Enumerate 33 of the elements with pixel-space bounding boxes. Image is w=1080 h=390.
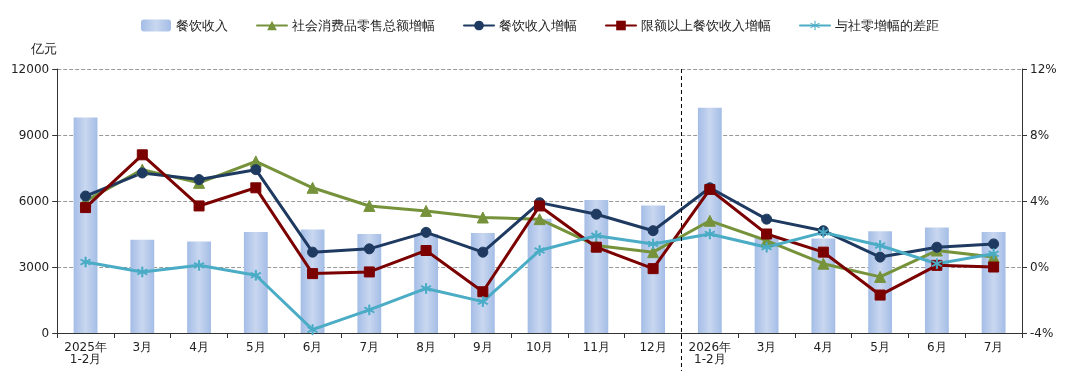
x-tick-label: 7月 [359,340,380,354]
x-tick-label: 10月 [525,340,554,354]
x-tick-label: 5月 [870,340,890,354]
y-tick-label: 6000 [18,194,50,208]
legend-label: 餐饮收入 [176,18,228,33]
y-axis-title: 亿元 [30,41,58,56]
legend-label: 限额以上餐饮收入增幅 [641,18,771,33]
legend-label: 社会消费品零售总额增幅 [292,18,435,33]
x-tick-label: 6月 [302,340,323,354]
y2-tick-label: 0% [1030,260,1050,274]
y2-tick-label: 4% [1030,194,1050,208]
x-tick-label: 3月 [756,340,777,354]
x-tick-label: 4月 [189,340,209,354]
x-tick-label: 7月 [983,340,1004,354]
x-tick-label: 3月 [132,340,153,354]
x-tick-label: 12月 [639,340,667,354]
y2-tick-label: -4% [1030,326,1054,340]
y-tick-label: 3000 [18,260,50,274]
x-tick-label: 8月 [416,340,436,354]
x-tick-label: 9月 [473,340,493,354]
y2-tick-label: 12% [1030,62,1057,76]
y-tick-label: 9000 [18,128,50,142]
x-tick-label: 2026年 1-2月 [688,340,732,366]
y-tick-label: 0 [41,326,50,340]
y-tick-label: 12000 [10,62,50,76]
x-tick-label: 2025年 1-2月 [64,340,107,366]
legend-label: 餐饮收入增幅 [499,18,577,33]
legend-label: 与社零增幅的差距 [835,18,939,33]
x-tick-label: 5月 [245,340,266,354]
x-tick-label: 11月 [582,340,610,354]
y2-tick-label: 8% [1030,128,1050,142]
x-tick-label: 6月 [927,340,947,354]
x-tick-label: 4月 [813,340,834,354]
